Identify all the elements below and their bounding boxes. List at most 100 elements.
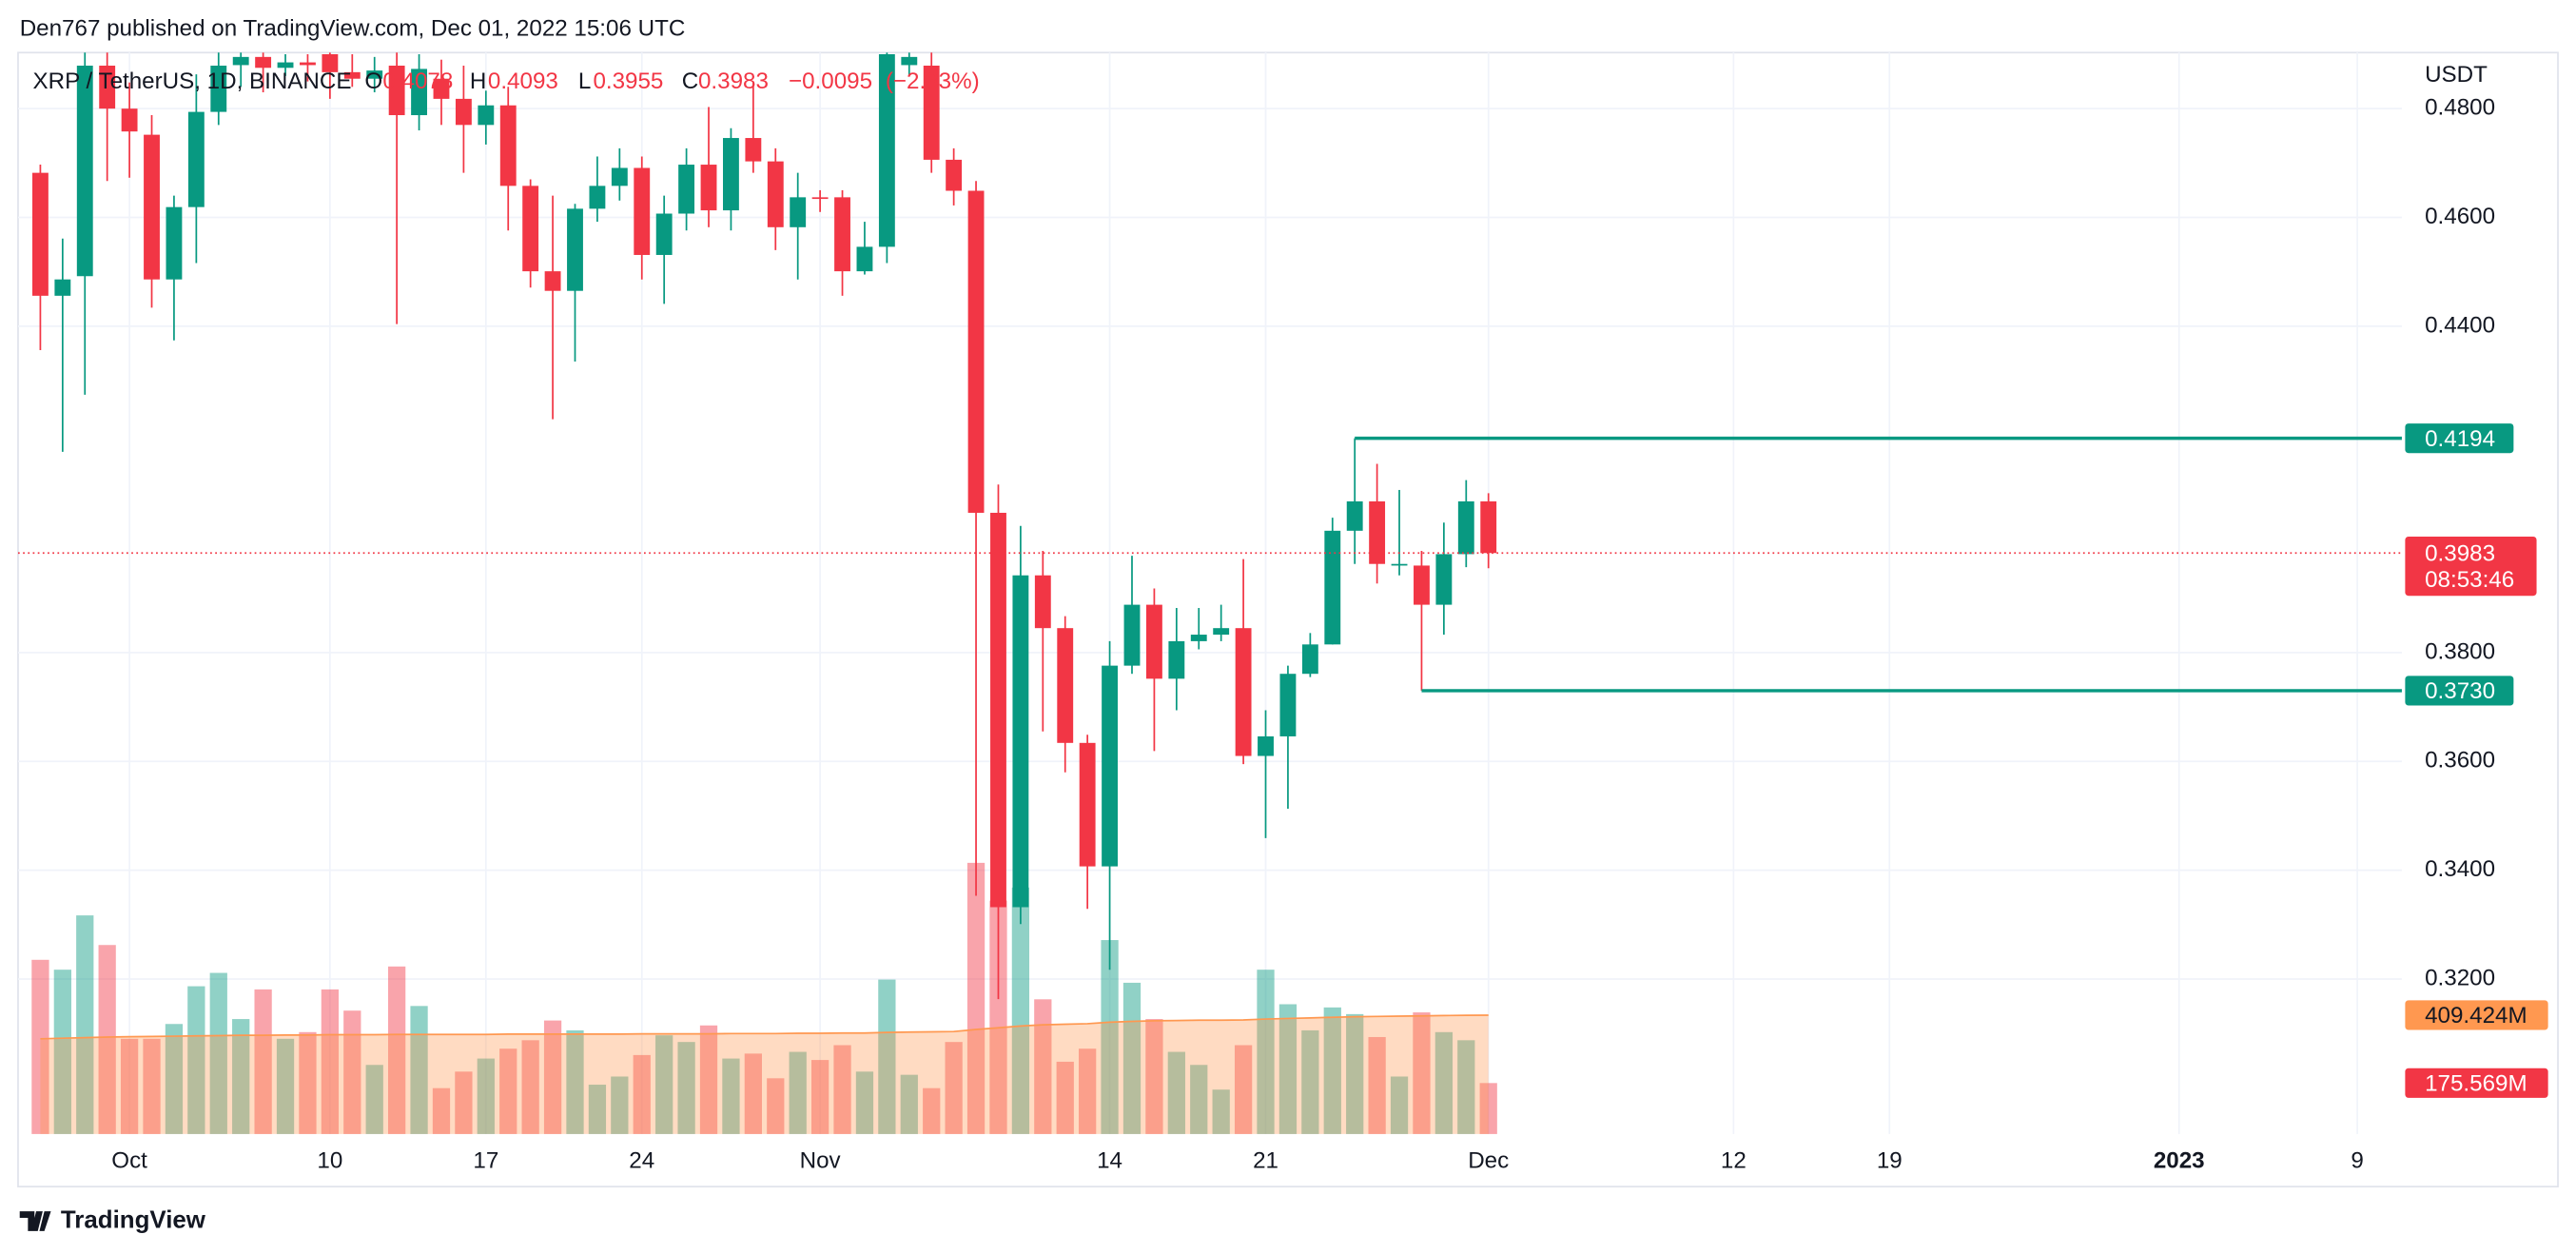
candle-body: [923, 65, 940, 160]
chart-frame: [17, 51, 2559, 1188]
volume-bar: [744, 1053, 762, 1134]
last-price-box: [2405, 537, 2537, 597]
volume-bar: [1301, 1029, 1319, 1134]
candle-body: [745, 138, 762, 162]
symbol: XRP / TetherUS, 1D, BINANCE: [33, 69, 352, 94]
volume-bar: [187, 986, 205, 1134]
candle-body: [1123, 604, 1141, 666]
candle-body: [589, 186, 606, 209]
candle-body: [388, 65, 405, 116]
volume-ma-box: [2405, 1000, 2548, 1030]
volume-bar: [1212, 1089, 1230, 1134]
candle-body: [790, 197, 807, 227]
level-label-box: [2405, 676, 2514, 706]
candle-body: [1457, 500, 1474, 555]
candle-body: [54, 279, 71, 296]
grid: [17, 52, 2402, 1134]
level-label: 0.4194: [2425, 426, 2495, 452]
volume-bar: [120, 1038, 139, 1134]
volume-bar: [989, 900, 1007, 1134]
footer-logo: TradingView: [19, 1206, 206, 1233]
volume-bar: [299, 1031, 317, 1134]
candle-body: [1414, 565, 1430, 605]
legend-value: 0.4093: [488, 69, 558, 94]
volume-bar: [767, 1078, 785, 1134]
volume-bar: [98, 945, 116, 1134]
volume-bar: [810, 1060, 829, 1134]
candle-body: [767, 161, 784, 227]
candle-body: [1235, 628, 1252, 756]
candle-body: [210, 65, 227, 112]
volume-label: 175.569M: [2425, 1070, 2527, 1096]
volume-ma-line: [40, 1014, 1489, 1040]
brand: TradingView: [61, 1206, 206, 1233]
legend-key: H: [470, 69, 486, 94]
candle-body: [544, 271, 561, 291]
candle-body: [1190, 635, 1207, 641]
candle-body: [1145, 604, 1162, 679]
volume-bar: [966, 862, 986, 1134]
volume-bar: [900, 1074, 918, 1134]
x-tick-label: Nov: [800, 1148, 841, 1174]
y-tick-label: 0.3600: [2425, 748, 2495, 774]
volume-bar: [1479, 1083, 1497, 1134]
legend-key: O: [364, 69, 382, 94]
volume-bar: [477, 1058, 495, 1134]
candle-body: [232, 56, 249, 66]
currency: USDT: [2425, 62, 2488, 88]
volume-bar: [388, 966, 406, 1134]
volume-bar: [633, 1054, 651, 1134]
volume-bar: [878, 979, 896, 1134]
volume-bar: [1368, 1036, 1386, 1134]
candle-body: [990, 512, 1006, 908]
candle-body: [187, 111, 205, 207]
y-tick-label: 0.4800: [2425, 95, 2495, 121]
candle-body: [1369, 500, 1386, 564]
candle-body: [567, 208, 583, 291]
y-tick-label: 0.3800: [2425, 638, 2495, 664]
volume-bar: [276, 1038, 295, 1134]
y-tick-label: 0.4600: [2425, 204, 2495, 229]
candle-body: [1346, 500, 1363, 531]
volume-bar: [611, 1076, 629, 1134]
candle-body: [1034, 575, 1051, 629]
volume-bar: [1034, 999, 1052, 1134]
level-label: 0.3730: [2425, 678, 2495, 704]
candle-body: [1057, 628, 1074, 743]
candle-body: [322, 53, 339, 72]
volume-bar: [1278, 1004, 1298, 1134]
legend-key: L: [578, 69, 591, 94]
candle-body: [478, 105, 495, 126]
x-tick-label: 12: [1721, 1148, 1747, 1174]
volume-ma-label: 409.424M: [2425, 1003, 2527, 1029]
volume-bar: [1145, 1019, 1163, 1134]
volume-bar: [855, 1071, 874, 1134]
volume-bar: [1011, 887, 1030, 1134]
candle-body: [1258, 735, 1274, 756]
candle-body: [634, 167, 651, 255]
last-price-label: 0.3983: [2425, 540, 2495, 566]
y-tick-label: 0.3400: [2425, 856, 2495, 882]
legend-value: 0.3955: [593, 69, 663, 94]
volume-bar: [1323, 1007, 1341, 1134]
candle-body: [901, 56, 918, 66]
candles: [31, 52, 1497, 1000]
level-label-box: [2405, 423, 2514, 454]
candle-body: [678, 165, 695, 214]
logo-icon: [19, 1211, 51, 1231]
legend-key: C: [682, 69, 698, 94]
candle-body: [1301, 644, 1318, 675]
candle-body: [121, 108, 138, 132]
legend-change-pct: (−2.33%): [886, 69, 980, 94]
volume-bar: [1101, 940, 1119, 1134]
candle-body: [499, 105, 517, 186]
candle-body: [700, 165, 717, 211]
x-tick-label: Dec: [1468, 1148, 1509, 1174]
candle-body: [1079, 742, 1096, 867]
volume-bar: [143, 1038, 161, 1134]
volume-bar: [410, 1006, 428, 1134]
candle-body: [255, 56, 272, 69]
volume-bar: [521, 1040, 539, 1134]
